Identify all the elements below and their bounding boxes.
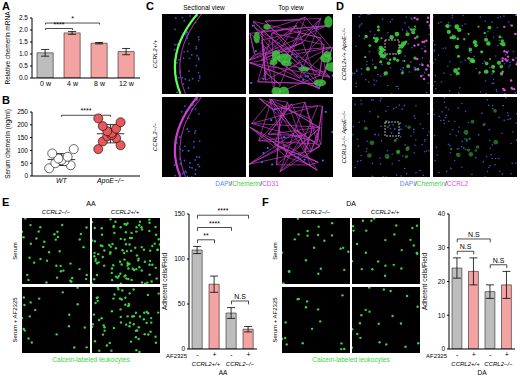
- svg-text:50: 50: [21, 160, 29, 167]
- svg-text:0: 0: [181, 345, 185, 352]
- svg-text:10: 10: [438, 312, 446, 319]
- svg-text:-: -: [489, 351, 492, 358]
- svg-text:-: -: [196, 351, 199, 358]
- svg-text:40: 40: [438, 210, 446, 217]
- svg-text:4 w: 4 w: [67, 80, 79, 87]
- svg-text:Serum: Serum: [272, 242, 278, 260]
- svg-text:CCRL2−/−: CCRL2−/−: [152, 122, 158, 151]
- svg-text:100: 100: [174, 255, 185, 262]
- svg-text:50: 50: [178, 300, 186, 307]
- svg-text:DAPI/Chemerin/CD31: DAPI/Chemerin/CD31: [215, 180, 279, 187]
- svg-text:Adherent cells/Field: Adherent cells/Field: [421, 253, 428, 310]
- svg-text:**: **: [203, 232, 209, 239]
- svg-text:Serum + AF2325: Serum + AF2325: [12, 297, 18, 343]
- svg-text:2.0: 2.0: [19, 26, 28, 33]
- svg-text:CCRL2−/−: CCRL2−/−: [484, 361, 513, 367]
- svg-text:N.S: N.S: [234, 293, 246, 300]
- svg-text:CCRL2+/+: CCRL2+/+: [192, 361, 221, 367]
- svg-text:CCRL2−/−: CCRL2−/−: [42, 209, 71, 215]
- svg-text:Relative chemerin mRNA: Relative chemerin mRNA: [4, 11, 11, 85]
- svg-text:CCRL2−/−: CCRL2−/−: [302, 209, 331, 215]
- svg-text:CCRL2+/+: CCRL2+/+: [371, 209, 400, 215]
- svg-text:*: *: [71, 15, 74, 22]
- svg-text:200: 200: [17, 121, 28, 128]
- svg-text:AA: AA: [86, 200, 96, 207]
- svg-text:-: -: [456, 351, 459, 358]
- svg-text:250: 250: [17, 108, 28, 115]
- svg-text:Adherent cells/Field: Adherent cells/Field: [161, 253, 168, 310]
- svg-text:****: ****: [209, 220, 220, 227]
- svg-text:Serum: Serum: [12, 242, 18, 260]
- svg-text:0: 0: [24, 172, 28, 179]
- svg-text:0.5: 0.5: [19, 62, 28, 69]
- svg-text:20: 20: [438, 278, 446, 285]
- svg-text:30: 30: [438, 244, 446, 251]
- svg-text:WT: WT: [56, 177, 68, 184]
- svg-text:150: 150: [17, 134, 28, 141]
- svg-text:Serum + AF2325: Serum + AF2325: [272, 297, 278, 343]
- svg-text:2.5: 2.5: [19, 14, 28, 21]
- svg-text:C: C: [146, 0, 154, 12]
- svg-text:N.S: N.S: [460, 243, 472, 250]
- svg-text:DAPI/Chemerin/CCRL2: DAPI/Chemerin/CCRL2: [400, 180, 469, 187]
- svg-text:D: D: [336, 0, 344, 12]
- svg-text:8 w: 8 w: [94, 80, 106, 87]
- svg-text:Calcein-labeled leukocytes: Calcein-labeled leukocytes: [52, 356, 130, 364]
- svg-text:1.0: 1.0: [19, 50, 28, 57]
- svg-text:0: 0: [441, 345, 445, 352]
- svg-text:CCRL2−/−: CCRL2−/−: [226, 361, 255, 367]
- svg-text:AF2325: AF2325: [426, 353, 448, 359]
- svg-text:-: -: [230, 351, 233, 358]
- svg-text:DA: DA: [346, 200, 356, 207]
- svg-text:+: +: [212, 351, 216, 358]
- svg-text:+: +: [505, 351, 509, 358]
- svg-text:N.S: N.S: [493, 257, 505, 264]
- svg-text:12 w: 12 w: [119, 80, 135, 87]
- svg-text:****: ****: [54, 21, 65, 28]
- svg-text:CCRL2+/+: CCRL2+/+: [152, 39, 158, 68]
- svg-text:DA: DA: [477, 369, 487, 376]
- svg-text:A: A: [2, 0, 10, 12]
- svg-text:Sectional view: Sectional view: [183, 4, 225, 11]
- svg-text:+: +: [472, 351, 476, 358]
- svg-text:E: E: [2, 196, 9, 208]
- svg-text:+: +: [246, 351, 250, 358]
- svg-text:AA: AA: [219, 369, 228, 376]
- svg-text:****: ****: [218, 207, 229, 214]
- svg-text:AF2325: AF2325: [166, 353, 188, 359]
- svg-text:N.S: N.S: [468, 231, 480, 238]
- svg-text:150: 150: [174, 210, 185, 217]
- svg-text:CCRL2+/+: CCRL2+/+: [111, 209, 140, 215]
- svg-text:F: F: [262, 196, 269, 208]
- svg-text:100: 100: [17, 147, 28, 154]
- svg-text:Top view: Top view: [278, 4, 304, 12]
- svg-text:Serum chemerin (ng/ml): Serum chemerin (ng/ml): [4, 109, 12, 179]
- svg-text:CCRL2−/− ApoE−/−: CCRL2−/− ApoE−/−: [341, 110, 347, 164]
- svg-text:B: B: [2, 94, 10, 106]
- svg-text:Calcein-labeled leukocytes: Calcein-labeled leukocytes: [312, 356, 390, 364]
- svg-text:****: ****: [81, 107, 92, 114]
- svg-text:CCRL2+/+ ApoE−/−: CCRL2+/+ ApoE−/−: [341, 27, 347, 81]
- svg-text:ApoE−/−: ApoE−/−: [96, 177, 124, 185]
- svg-text:0 w: 0 w: [40, 80, 52, 87]
- svg-text:0.0: 0.0: [19, 74, 28, 81]
- svg-text:CCRL2+/+: CCRL2+/+: [451, 361, 480, 367]
- svg-text:1.5: 1.5: [19, 38, 28, 45]
